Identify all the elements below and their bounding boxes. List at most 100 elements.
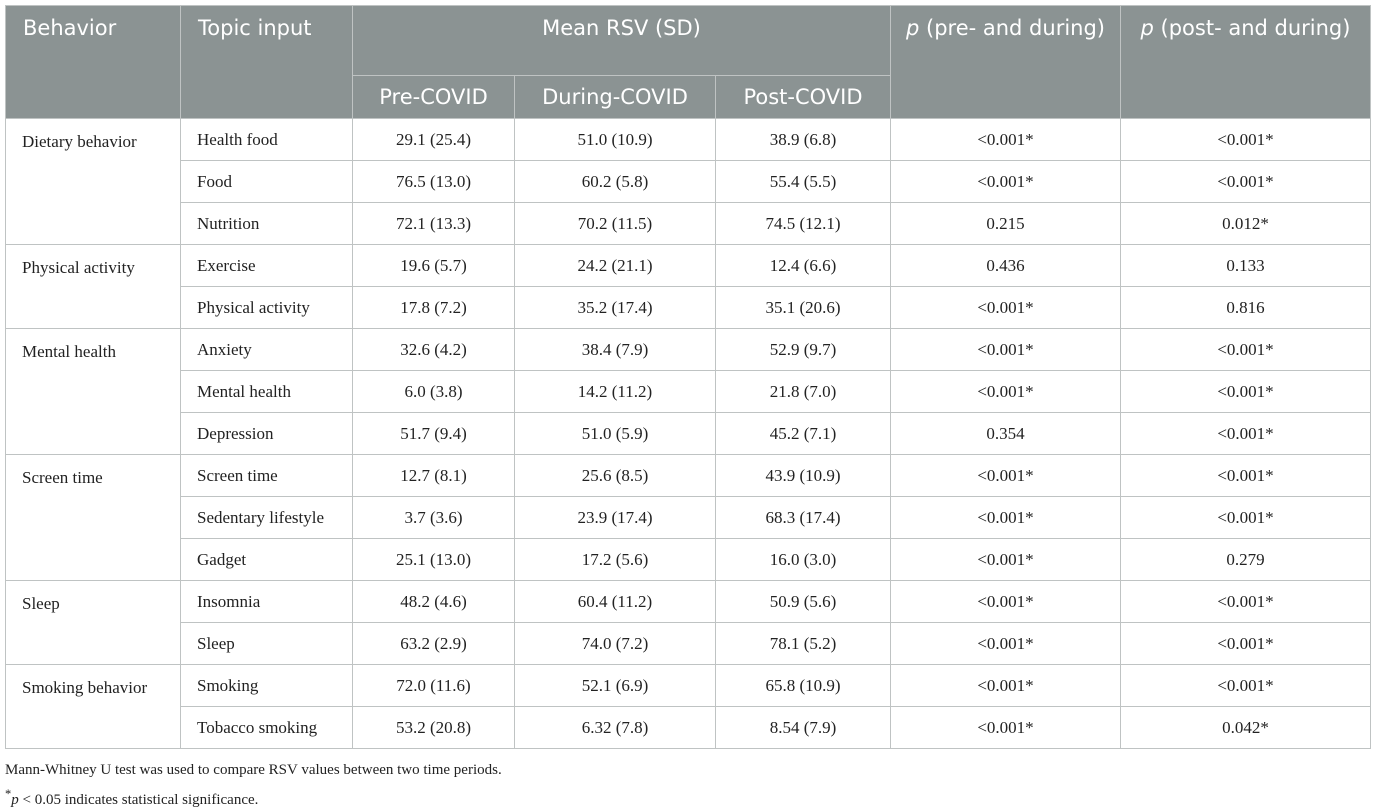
behavior-cell: Physical activity	[5, 244, 181, 329]
value-cell: <0.001*	[890, 118, 1121, 161]
table-row: Tobacco smoking 53.2 (20.8) 6.32 (7.8) 8.54…	[6, 706, 1371, 749]
header-cell: During-COVID	[514, 75, 716, 119]
value-cell: <0.001*	[890, 664, 1121, 707]
table-row: Depression 51.7 (9.4) 51.0 (5.9) 45.2 (7.1)…	[6, 412, 1371, 455]
data-table: Behavior Topic input Mean RSV (SD) p (pr…	[5, 5, 1371, 749]
value-cell: 35.2 (17.4)	[514, 286, 716, 329]
table-row: Gadget 25.1 (13.0) 17.2 (5.6) 16.0 (3.0) <0.…	[6, 538, 1371, 581]
header-cell: Pre-COVID	[352, 75, 515, 119]
value-cell: 0.816	[1120, 286, 1371, 329]
value-cell: 51.0 (10.9)	[514, 118, 716, 161]
value-cell: 12.7 (8.1)	[352, 454, 515, 497]
footnote: *p < 0.05 indicates statistical signific…	[5, 787, 258, 809]
value-cell: 52.1 (6.9)	[514, 664, 716, 707]
value-cell: <0.001*	[890, 538, 1121, 581]
value-cell: 45.2 (7.1)	[715, 412, 891, 455]
value-cell: <0.001*	[1120, 454, 1371, 497]
topic-cell: Smoking	[180, 664, 353, 707]
topic-cell: Anxiety	[180, 328, 353, 371]
table-row: Sleep 63.2 (2.9) 74.0 (7.2) 78.1 (5.2) <0.00…	[6, 622, 1371, 665]
topic-cell: Physical activity	[180, 286, 353, 329]
header-text: (pre- and during)	[919, 16, 1105, 40]
value-cell: 0.133	[1120, 244, 1371, 287]
header-cell: p (pre- and during)	[890, 5, 1121, 119]
value-cell: 12.4 (6.6)	[715, 244, 891, 287]
value-cell: 6.0 (3.8)	[352, 370, 515, 413]
value-cell: 6.32 (7.8)	[514, 706, 716, 749]
value-cell: 21.8 (7.0)	[715, 370, 891, 413]
header-cell: Mean RSV (SD)	[352, 5, 891, 76]
table-row: Sedentary lifestyle 3.7 (3.6) 23.9 (17.4) 6…	[6, 496, 1371, 539]
table-row: Dietary behavior Health food 29.1 (25.4) 51…	[5, 118, 1371, 245]
value-cell: <0.001*	[890, 496, 1121, 539]
italic-p: p	[11, 792, 19, 808]
topic-cell: Sedentary lifestyle	[180, 496, 353, 539]
value-cell: 74.0 (7.2)	[514, 622, 716, 665]
topic-cell: Sleep	[180, 622, 353, 665]
value-cell: 60.2 (5.8)	[514, 160, 716, 203]
value-cell: 48.2 (4.6)	[352, 580, 515, 623]
value-cell: 60.4 (11.2)	[514, 580, 716, 623]
value-cell: 78.1 (5.2)	[715, 622, 891, 665]
value-cell: 70.2 (11.5)	[514, 202, 716, 245]
topic-cell: Mental health	[180, 370, 353, 413]
behavior-cell: Screen time	[5, 454, 181, 581]
table-row: Sleep Insomnia 48.2 (4.6) 60.4 (11.2) 50.9 (…	[5, 580, 1371, 665]
value-cell: <0.001*	[890, 370, 1121, 413]
value-cell: 50.9 (5.6)	[715, 580, 891, 623]
value-cell: <0.001*	[890, 328, 1121, 371]
value-cell: 17.8 (7.2)	[352, 286, 515, 329]
table-row: Nutrition 72.1 (13.3) 70.2 (11.5) 74.5 (12.…	[6, 202, 1371, 245]
header-cell: Topic input	[180, 5, 353, 119]
value-cell: <0.001*	[1120, 328, 1371, 371]
value-cell: 29.1 (25.4)	[352, 118, 515, 161]
value-cell: 32.6 (4.2)	[352, 328, 515, 371]
topic-cell: Screen time	[180, 454, 353, 497]
behavior-cell: Mental health	[5, 328, 181, 455]
value-cell: 74.5 (12.1)	[715, 202, 891, 245]
table-row: Physical activity 17.8 (7.2) 35.2 (17.4) 35…	[6, 286, 1371, 329]
value-cell: <0.001*	[890, 622, 1121, 665]
value-cell: 76.5 (13.0)	[352, 160, 515, 203]
behavior-cell: Smoking behavior	[5, 664, 181, 749]
value-cell: <0.001*	[1120, 370, 1371, 413]
value-cell: 25.1 (13.0)	[352, 538, 515, 581]
value-cell: <0.001*	[890, 286, 1121, 329]
footnote: Mann-Whitney U test was used to compare …	[5, 762, 502, 778]
behavior-cell: Sleep	[5, 580, 181, 665]
value-cell: 0.012*	[1120, 202, 1371, 245]
value-cell: 0.279	[1120, 538, 1371, 581]
value-cell: 72.1 (13.3)	[352, 202, 515, 245]
value-cell: 65.8 (10.9)	[715, 664, 891, 707]
table-row: Screen time Screen time 12.7 (8.1) 25.6 (8.…	[5, 454, 1371, 581]
value-cell: 52.9 (9.7)	[715, 328, 891, 371]
table-row: Mental health 6.0 (3.8) 14.2 (11.2) 21.8 (7…	[6, 370, 1371, 413]
footnote-text: < 0.05 indicates statistical significanc…	[18, 792, 259, 808]
value-cell: 0.215	[890, 202, 1121, 245]
topic-cell: Depression	[180, 412, 353, 455]
value-cell: 68.3 (17.4)	[715, 496, 891, 539]
header-cell: Behavior	[5, 5, 181, 119]
value-cell: <0.001*	[890, 160, 1121, 203]
value-cell: <0.001*	[890, 454, 1121, 497]
italic-p: p	[905, 16, 920, 40]
value-cell: 38.4 (7.9)	[514, 328, 716, 371]
value-cell: 0.436	[890, 244, 1121, 287]
value-cell: 55.4 (5.5)	[715, 160, 891, 203]
value-cell: 38.9 (6.8)	[715, 118, 891, 161]
topic-cell: Exercise	[180, 244, 353, 287]
value-cell: <0.001*	[1120, 496, 1371, 539]
value-cell: 16.0 (3.0)	[715, 538, 891, 581]
value-cell: 3.7 (3.6)	[352, 496, 515, 539]
value-cell: <0.001*	[1120, 664, 1371, 707]
value-cell: 0.042*	[1120, 706, 1371, 749]
value-cell: <0.001*	[890, 706, 1121, 749]
table-row: Smoking behavior Smoking 72.0 (11.6) 52.1 (…	[5, 664, 1371, 749]
italic-p: p	[1140, 16, 1154, 40]
value-cell: <0.001*	[1120, 160, 1371, 203]
topic-cell: Food	[180, 160, 353, 203]
table-row: Mental health Anxiety 32.6 (4.2) 38.4 (7.9)…	[5, 328, 1371, 455]
value-cell: <0.001*	[1120, 412, 1371, 455]
behavior-cell: Dietary behavior	[5, 118, 181, 245]
